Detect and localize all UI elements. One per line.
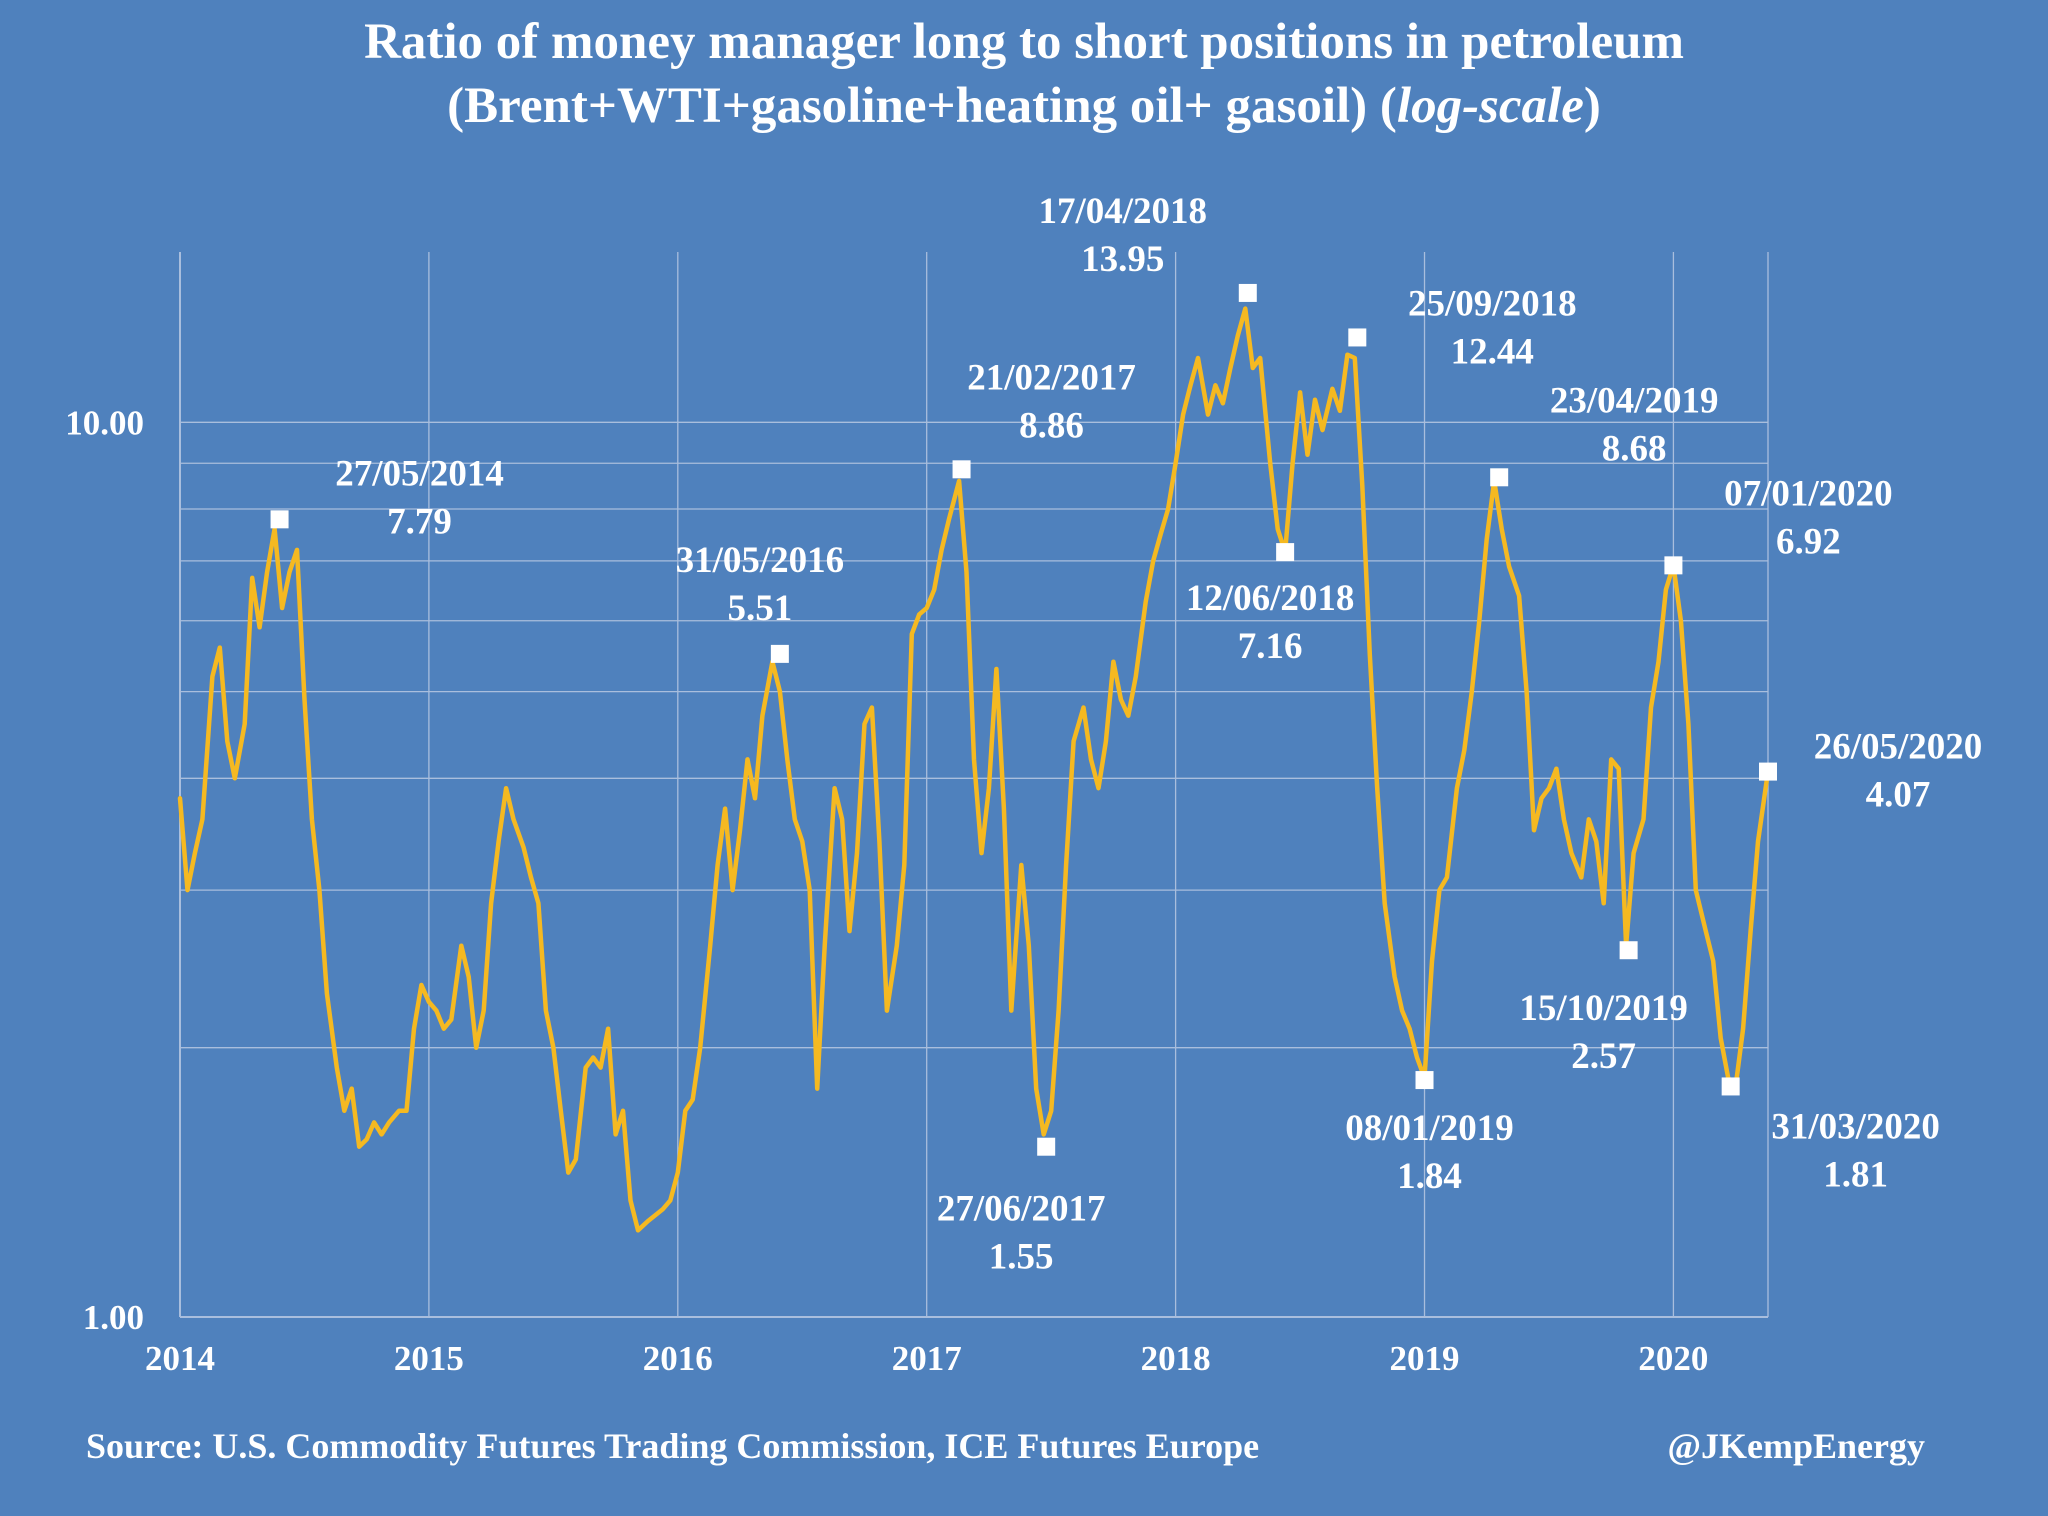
annotation-date: 25/09/2018	[1408, 283, 1577, 324]
annotation-date: 08/01/2019	[1345, 1108, 1514, 1149]
annotation-marker	[952, 460, 971, 479]
annotation-value: 12.44	[1451, 331, 1534, 372]
annotation-marker	[1348, 328, 1367, 347]
annotation-date: 23/04/2019	[1550, 380, 1719, 421]
annotation-value: 1.55	[989, 1237, 1054, 1278]
annotation-markers	[270, 283, 1777, 1156]
annotation-date: 31/05/2016	[676, 540, 845, 581]
annotation-date: 17/04/2018	[1039, 191, 1208, 232]
y-axis-tick-labels: 1.00 10.00	[65, 403, 144, 1337]
annotation-marker	[1037, 1137, 1056, 1156]
annotation-marker	[270, 510, 289, 529]
annotation-value: 7.16	[1238, 626, 1303, 667]
series-line-long-short-ratio	[177, 306, 1771, 1233]
annotation-date: 26/05/2020	[1814, 727, 1983, 768]
annotation-marker	[1619, 941, 1638, 960]
annotation-date: 31/03/2020	[1771, 1106, 1940, 1147]
x-tick-label: 2019	[1390, 1339, 1460, 1378]
annotation-value: 8.68	[1602, 428, 1667, 469]
annotation-value: 13.95	[1081, 239, 1164, 280]
annotation-marker	[1759, 762, 1777, 781]
annotation-value: 8.86	[1019, 405, 1084, 446]
author-credit: @JKempEnergy	[1668, 1426, 1925, 1466]
annotation-marker	[1276, 543, 1295, 562]
annotation-date: 27/06/2017	[937, 1189, 1106, 1230]
annotation-marker	[1721, 1077, 1740, 1096]
annotation-value: 6.92	[1776, 521, 1841, 562]
annotation-labels: 27/05/2014 7.79 31/05/2016 5.51 21/02/2017 8.…	[335, 191, 1982, 1278]
x-tick-label: 2018	[1141, 1339, 1211, 1378]
annotation-value: 7.79	[387, 501, 452, 542]
x-tick-label: 2016	[643, 1339, 713, 1378]
annotation-marker	[1238, 283, 1257, 302]
annotation-date: 15/10/2019	[1519, 988, 1688, 1029]
annotation-marker	[1415, 1071, 1434, 1090]
annotation-date: 27/05/2014	[335, 453, 504, 494]
annotation-value: 5.51	[727, 588, 792, 629]
annotation-date: 12/06/2018	[1186, 578, 1355, 619]
y-tick-label: 1.00	[83, 1298, 144, 1337]
annotation-marker	[1664, 556, 1683, 575]
annotation-value: 4.07	[1866, 775, 1931, 816]
annotation-value: 2.57	[1571, 1036, 1636, 1077]
chart-title-log-scale: log-scale	[1397, 78, 1584, 134]
annotation-value: 1.84	[1397, 1156, 1462, 1197]
chart-title-line2: (Brent+WTI+gasoline+heating oil+ gasoil)…	[447, 78, 1601, 134]
axes	[179, 252, 1768, 1318]
annotation-value: 1.81	[1823, 1154, 1888, 1195]
x-tick-label: 2020	[1638, 1339, 1708, 1378]
x-tick-label: 2015	[394, 1339, 464, 1378]
annotation-date: 21/02/2017	[967, 357, 1136, 398]
annotation-date: 07/01/2020	[1724, 473, 1893, 514]
x-axis-tick-labels: 2014 2015 2016 2017 2018 2019 2020	[145, 1339, 1708, 1378]
y-tick-label: 10.00	[65, 403, 144, 442]
x-tick-label: 2017	[892, 1339, 962, 1378]
chart-title-line2-part1: (Brent+WTI+gasoline+heating oil+ gasoil)…	[447, 78, 1397, 134]
chart-title-line2-part2: )	[1584, 78, 1601, 134]
annotation-marker	[1490, 468, 1509, 487]
x-tick-label: 2014	[145, 1339, 215, 1378]
annotation-marker	[770, 644, 789, 663]
chart-title-line1: Ratio of money manager long to short pos…	[364, 14, 1684, 70]
source-note: Source: U.S. Commodity Futures Trading C…	[86, 1426, 1259, 1466]
